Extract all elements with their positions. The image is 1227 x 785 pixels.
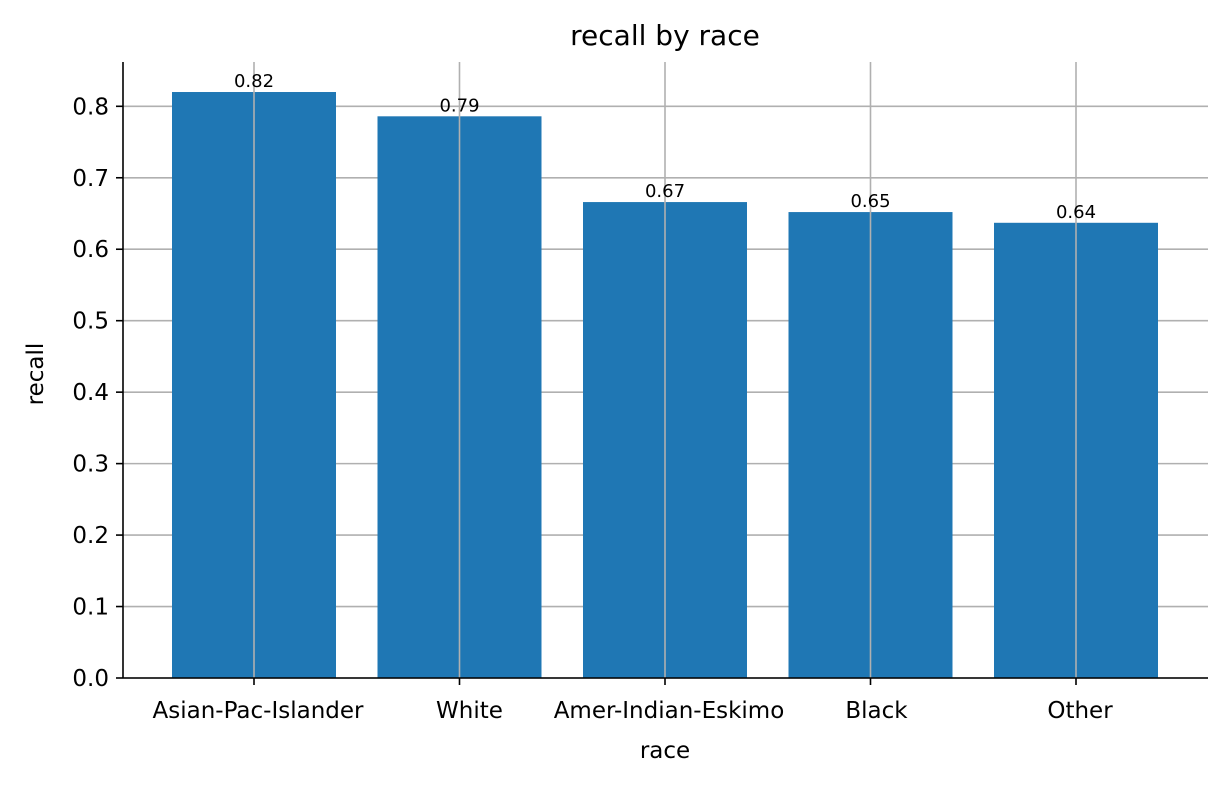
y-tick-label: 0.1 bbox=[72, 595, 109, 621]
bar-value-label: 0.79 bbox=[439, 95, 479, 116]
y-tick-label: 0.0 bbox=[72, 666, 109, 692]
chart-title: recall by race bbox=[570, 19, 760, 52]
x-tick-label: Black bbox=[845, 698, 908, 724]
y-ticks: 0.0 0.1 0.2 0.3 0.4 0.5 0.6 0.7 0.8 bbox=[72, 94, 123, 692]
bar-value-label: 0.64 bbox=[1056, 202, 1096, 223]
x-tick-label: Other bbox=[1047, 698, 1113, 724]
y-tick-label: 0.8 bbox=[72, 94, 109, 120]
y-tick-label: 0.5 bbox=[72, 309, 109, 335]
y-tick-label: 0.7 bbox=[72, 166, 109, 192]
bar-value-label: 0.82 bbox=[234, 71, 274, 92]
x-tick-label: Amer-Indian-Eskimo bbox=[554, 698, 785, 724]
x-tick-label: White bbox=[436, 698, 503, 724]
y-axis-label: recall bbox=[23, 343, 49, 406]
y-tick-label: 0.3 bbox=[72, 452, 109, 478]
data-labels: 0.82 0.79 0.67 0.65 0.64 bbox=[234, 71, 1096, 223]
x-axis-label: race bbox=[640, 738, 690, 764]
vertical-grid bbox=[253, 62, 1077, 678]
y-tick-label: 0.2 bbox=[72, 523, 109, 549]
x-ticks: Asian-Pac-Islander White Amer-Indian-Eskim… bbox=[153, 678, 1113, 724]
bar-value-label: 0.65 bbox=[850, 191, 890, 212]
y-tick-label: 0.6 bbox=[72, 237, 109, 263]
bar-value-label: 0.67 bbox=[645, 181, 685, 202]
x-tick-label: Asian-Pac-Islander bbox=[153, 698, 365, 724]
y-tick-label: 0.4 bbox=[72, 380, 109, 406]
